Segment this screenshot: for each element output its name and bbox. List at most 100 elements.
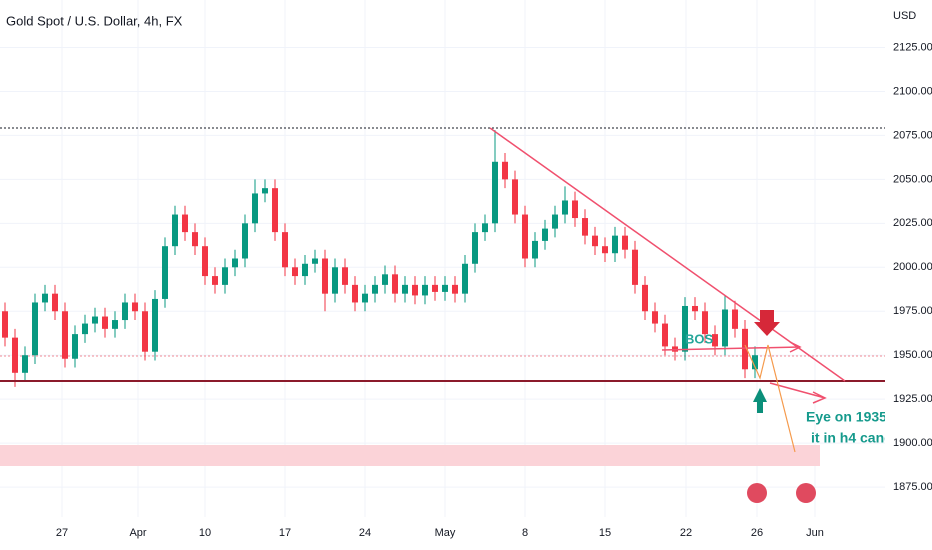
candle-body xyxy=(282,232,288,268)
annotation: Eye on 1935 if xyxy=(806,409,900,425)
candle-body xyxy=(522,214,528,259)
candle-body xyxy=(302,263,308,277)
candle-body xyxy=(202,246,208,277)
candle-body xyxy=(402,284,408,294)
candle-body xyxy=(162,246,168,299)
candle-body xyxy=(142,311,148,352)
candle-body xyxy=(632,249,638,285)
sell-arrow xyxy=(754,310,780,336)
candle-body xyxy=(292,267,298,277)
candle-body xyxy=(442,284,448,292)
candle-body xyxy=(542,228,548,241)
candle-body xyxy=(502,161,508,180)
candle-body xyxy=(42,293,48,303)
candle-body xyxy=(472,232,478,264)
y-tick-label: 2075.00 xyxy=(893,129,932,141)
y-tick-label: 1875.00 xyxy=(893,481,932,493)
candle-body xyxy=(232,258,238,268)
x-tick-label: Jun xyxy=(806,527,824,539)
candle-body xyxy=(382,274,388,285)
candle-body xyxy=(712,334,718,347)
x-tick-label: 24 xyxy=(359,527,371,539)
time-axis-panel xyxy=(0,517,885,550)
bos-line xyxy=(661,346,801,351)
candle-body xyxy=(262,188,268,194)
candle-body xyxy=(482,223,488,233)
y-tick-label: 1925.00 xyxy=(893,393,932,405)
candle-body xyxy=(532,240,538,259)
candle-body xyxy=(582,218,588,236)
price-axis-panel xyxy=(885,0,932,550)
candle-body xyxy=(652,311,658,324)
y-tick-label: 1975.00 xyxy=(893,305,932,317)
candle-body xyxy=(122,302,128,321)
candle-body xyxy=(362,293,368,303)
candle-body xyxy=(272,188,278,233)
candle-body xyxy=(52,293,58,312)
candle-body xyxy=(2,311,8,338)
candle-body xyxy=(512,179,518,215)
candle-body xyxy=(702,311,708,335)
currency-label: USD xyxy=(893,10,916,22)
event-icon xyxy=(796,483,816,503)
candles xyxy=(2,130,758,387)
y-tick-label: 2050.00 xyxy=(893,173,932,185)
candle-body xyxy=(22,355,28,373)
trend-line xyxy=(489,127,846,382)
candle-body xyxy=(412,284,418,296)
candle-body xyxy=(552,214,558,229)
candle-body xyxy=(612,235,618,254)
candle-body xyxy=(112,320,118,329)
y-tick-label: 1950.00 xyxy=(893,349,932,361)
candle-body xyxy=(212,276,218,285)
candle-body xyxy=(322,258,328,294)
buy-arrow xyxy=(753,388,767,413)
demand-zone xyxy=(0,445,820,466)
candle-body xyxy=(572,200,578,219)
candle-body xyxy=(82,323,88,335)
candle-body xyxy=(452,284,458,294)
x-tick-label: 26 xyxy=(751,527,763,539)
candle-body xyxy=(192,232,198,247)
y-tick-label: 1900.00 xyxy=(893,437,932,449)
candle-body xyxy=(342,267,348,285)
candle-body xyxy=(422,284,428,296)
y-tick-label: 2100.00 xyxy=(893,85,932,97)
x-tick-label: 22 xyxy=(680,527,692,539)
candle-body xyxy=(12,337,18,373)
candle-body xyxy=(222,267,228,285)
candle-body xyxy=(92,316,98,324)
candle-body xyxy=(152,298,158,352)
candle-body xyxy=(662,323,668,347)
candle-body xyxy=(562,200,568,215)
candle-body xyxy=(182,214,188,233)
candle-body xyxy=(102,316,108,329)
candle-body xyxy=(252,193,258,224)
chart-title: Gold Spot / U.S. Dollar, 4h, FX xyxy=(6,13,183,28)
x-tick-label: Apr xyxy=(129,527,146,539)
axes: 1875.00 1900.00 1925.00 1950.00 1975.00 2000.… xyxy=(56,41,932,539)
candle-body xyxy=(392,274,398,294)
bos-arrow xyxy=(789,341,802,353)
candle-body xyxy=(332,267,338,294)
candle-body xyxy=(312,258,318,264)
candle-body xyxy=(622,235,628,250)
y-tick-label: 2000.00 xyxy=(893,261,932,273)
x-tick-label: 10 xyxy=(199,527,211,539)
candle-body xyxy=(62,311,68,359)
candle-body xyxy=(722,309,728,347)
annotation: BOS xyxy=(685,331,714,346)
candle-body xyxy=(72,334,78,359)
candle-body xyxy=(602,246,608,254)
candle-body xyxy=(172,214,178,247)
x-tick-label: 17 xyxy=(279,527,291,539)
projection-arrow xyxy=(769,382,827,404)
candle-body xyxy=(372,284,378,294)
candle-body xyxy=(432,284,438,292)
candle-body xyxy=(642,284,648,312)
candle-body xyxy=(462,263,468,294)
candle-body xyxy=(352,284,358,303)
x-tick-label: May xyxy=(435,527,456,539)
candle-body xyxy=(132,302,138,312)
